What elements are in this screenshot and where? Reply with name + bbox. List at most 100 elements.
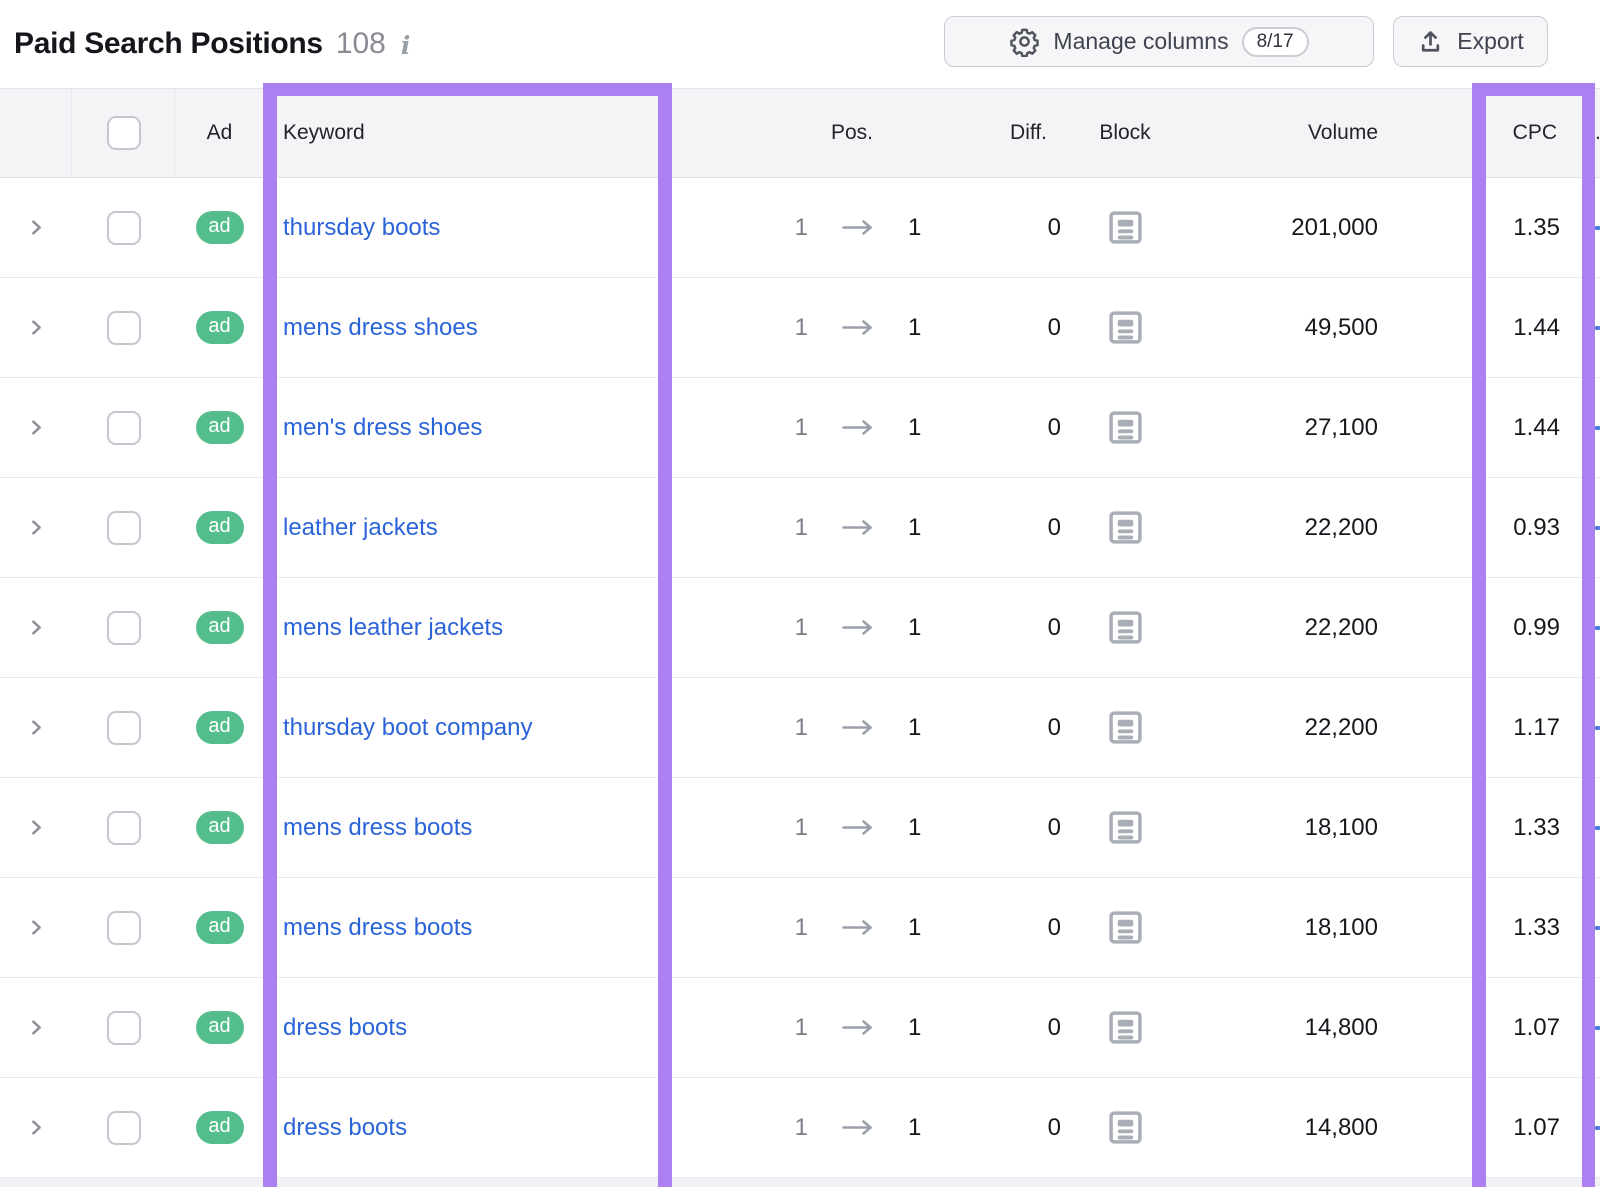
block-cell — [1065, 778, 1185, 877]
expand-row-button[interactable] — [0, 378, 72, 477]
expand-row-button[interactable] — [0, 478, 72, 577]
position-previous: 1 — [794, 613, 808, 641]
header-keyword[interactable]: Keyword — [283, 121, 365, 144]
row-checkbox[interactable] — [107, 610, 141, 645]
row-checkbox[interactable] — [107, 810, 141, 845]
export-label: Export — [1457, 28, 1524, 54]
ad-cell: ad — [176, 378, 263, 477]
row-checkbox[interactable] — [107, 1110, 141, 1145]
expand-row-button[interactable] — [0, 878, 72, 977]
expand-row-button[interactable] — [0, 178, 72, 277]
arrow-right-icon — [841, 619, 874, 636]
arrow-right-icon — [841, 819, 874, 836]
header-ad[interactable]: Ad — [206, 121, 233, 144]
row-checkbox[interactable] — [107, 510, 141, 545]
header-cpc[interactable]: CPC — [1512, 121, 1557, 144]
serp-snapshot-icon[interactable] — [1108, 810, 1143, 845]
toolbar: Paid Search Positions 108 i Manage colum… — [0, 0, 1600, 88]
volume-value: 201,000 — [1291, 213, 1378, 241]
keyword-link[interactable]: men's dress shoes — [283, 413, 483, 441]
block-cell — [1065, 378, 1185, 477]
clipped-cell — [1595, 778, 1600, 877]
keyword-link[interactable]: mens dress boots — [283, 813, 473, 841]
serp-snapshot-icon[interactable] — [1108, 610, 1143, 645]
row-checkbox[interactable] — [107, 1010, 141, 1045]
row-checkbox[interactable] — [107, 310, 141, 345]
row-checkbox[interactable] — [107, 710, 141, 745]
keyword-link[interactable]: leather jackets — [283, 513, 438, 541]
block-cell — [1065, 278, 1185, 377]
keyword-link[interactable]: dress boots — [283, 1113, 408, 1141]
arrow-right-icon — [841, 1019, 874, 1036]
volume-value: 22,200 — [1304, 613, 1378, 641]
position-current: 1 — [908, 813, 922, 841]
header-block[interactable]: Block — [1099, 121, 1151, 144]
chevron-right-icon — [27, 518, 46, 537]
row-checkbox[interactable] — [107, 210, 141, 245]
serp-snapshot-icon[interactable] — [1108, 710, 1143, 745]
keyword-link[interactable]: thursday boots — [283, 213, 441, 241]
clipped-value-sliver — [1595, 1025, 1600, 1030]
clipped-cell — [1595, 278, 1600, 377]
header-diff[interactable]: Diff. — [1010, 121, 1047, 144]
row-checkbox[interactable] — [107, 910, 141, 945]
chevron-right-icon — [27, 1018, 46, 1037]
expand-row-button[interactable] — [0, 978, 72, 1077]
position-previous: 1 — [794, 1013, 808, 1041]
ad-cell: ad — [176, 478, 263, 577]
chevron-right-icon — [27, 718, 46, 737]
clipped-cell — [1595, 478, 1600, 577]
ad-badge: ad — [195, 911, 244, 944]
arrow-cell — [814, 978, 900, 1077]
keyword-link[interactable]: thursday boot company — [283, 713, 533, 741]
serp-snapshot-icon[interactable] — [1108, 210, 1143, 245]
arrow-cell — [814, 678, 900, 777]
cpc-value: 1.44 — [1513, 313, 1560, 341]
table-row: ad mens leather jackets 1 1 0 — [0, 578, 1600, 678]
expand-row-button[interactable] — [0, 578, 72, 677]
keyword-link[interactable]: mens dress shoes — [283, 313, 478, 341]
checkbox-cell — [72, 378, 176, 477]
keyword-cell: mens leather jackets — [263, 578, 672, 677]
position-diff: 0 — [1047, 813, 1061, 841]
keyword-link[interactable]: mens leather jackets — [283, 613, 504, 641]
serp-snapshot-icon[interactable] — [1108, 410, 1143, 445]
select-all-checkbox[interactable] — [106, 116, 141, 150]
export-button[interactable]: Export — [1393, 16, 1548, 67]
volume-value: 14,800 — [1304, 1013, 1378, 1041]
manage-columns-button[interactable]: Manage columns 8/17 — [944, 16, 1374, 67]
keyword-cell: thursday boot company — [263, 678, 672, 777]
serp-snapshot-icon[interactable] — [1108, 1110, 1143, 1145]
position-current: 1 — [908, 513, 922, 541]
header-pos[interactable]: Pos. — [830, 121, 874, 144]
serp-snapshot-icon[interactable] — [1108, 1010, 1143, 1045]
expand-row-button[interactable] — [0, 1078, 72, 1177]
header-checkbox-cell — [72, 89, 176, 177]
keyword-link[interactable]: dress boots — [283, 1013, 408, 1041]
block-cell — [1065, 1078, 1185, 1177]
toolbar-buttons: Manage columns 8/17 Export — [944, 16, 1548, 67]
keyword-cell: leather jackets — [263, 478, 672, 577]
info-icon[interactable]: i — [400, 30, 411, 60]
clipped-cell — [1595, 878, 1600, 977]
expand-row-button[interactable] — [0, 678, 72, 777]
expand-row-button[interactable] — [0, 278, 72, 377]
position-previous: 1 — [794, 513, 808, 541]
keyword-link[interactable]: mens dress boots — [283, 913, 473, 941]
clipped-cell — [1595, 378, 1600, 477]
cpc-value: 1.33 — [1513, 913, 1560, 941]
keyword-cell: mens dress boots — [263, 878, 672, 977]
cpc-value: 1.44 — [1513, 413, 1560, 441]
result-count: 108 — [335, 27, 386, 60]
row-checkbox[interactable] — [107, 410, 141, 445]
arrow-right-icon — [841, 719, 874, 736]
table-header-row: Ad Keyword Pos. Diff. Block Volume CPC . — [0, 88, 1600, 178]
expand-row-button[interactable] — [0, 778, 72, 877]
serp-snapshot-icon[interactable] — [1108, 910, 1143, 945]
serp-snapshot-icon[interactable] — [1108, 510, 1143, 545]
header-volume[interactable]: Volume — [1307, 121, 1378, 144]
serp-snapshot-icon[interactable] — [1108, 310, 1143, 345]
ad-badge: ad — [195, 811, 244, 844]
cpc-value: 1.35 — [1513, 213, 1560, 241]
